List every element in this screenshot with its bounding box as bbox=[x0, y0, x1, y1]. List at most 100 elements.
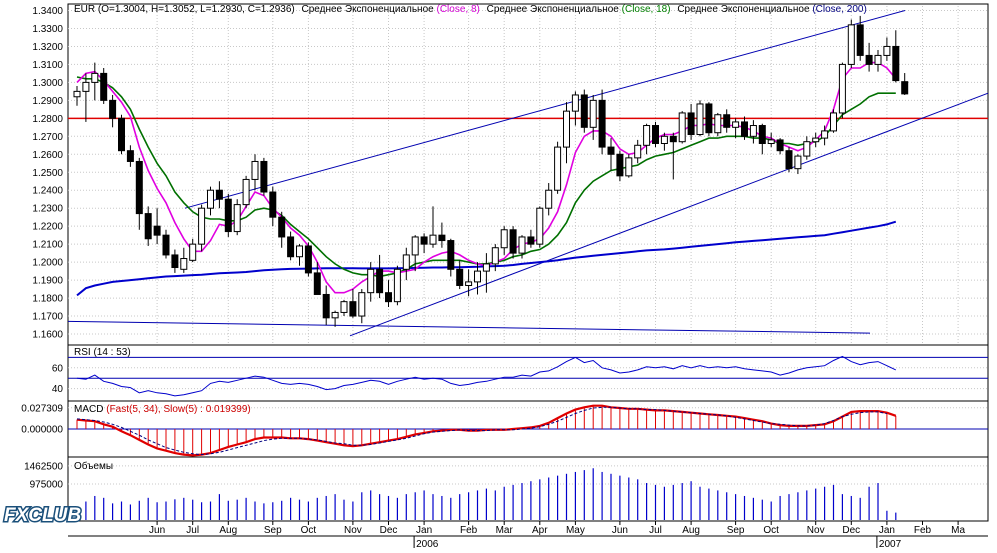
macd-tick-label: 0.027309 bbox=[21, 403, 63, 414]
ema200-label-prefix: Среднее Экспоненциальное bbox=[677, 4, 812, 15]
x-month-label: Feb bbox=[914, 525, 932, 536]
candle-body-up bbox=[536, 207, 544, 245]
candle bbox=[162, 229, 170, 259]
candle-body-up bbox=[358, 292, 366, 317]
candle bbox=[509, 226, 517, 259]
candle-body-up bbox=[696, 103, 704, 136]
candle bbox=[224, 193, 232, 237]
candle bbox=[376, 254, 384, 299]
candle bbox=[678, 111, 686, 144]
candle-body-down bbox=[118, 117, 125, 152]
candle-body-up bbox=[714, 114, 722, 134]
candle bbox=[278, 211, 286, 248]
price-tick-label: 1.2900 bbox=[32, 96, 63, 107]
candle bbox=[242, 175, 250, 209]
candle-body-up bbox=[402, 254, 410, 270]
candle-body-down bbox=[527, 236, 535, 245]
x-month-label: Sep bbox=[264, 525, 282, 536]
ema8-label-param: (Close, 8) bbox=[437, 4, 480, 15]
candle-body-down bbox=[705, 103, 713, 134]
candle-body-down bbox=[723, 114, 731, 128]
price-tick-label: 1.2200 bbox=[32, 222, 63, 233]
candle-body-up bbox=[207, 189, 214, 209]
volume-y-axis: 1462500 975000 bbox=[24, 461, 63, 490]
candlesticks bbox=[73, 15, 909, 327]
candle bbox=[563, 102, 570, 164]
x-year-label: 2006 bbox=[416, 539, 439, 550]
x-month-label: Oct bbox=[763, 525, 779, 536]
candle bbox=[322, 285, 330, 326]
x-month-label: Feb bbox=[460, 525, 478, 536]
candle bbox=[865, 42, 873, 72]
candle bbox=[189, 238, 197, 263]
candle bbox=[287, 231, 295, 261]
candle-body-down bbox=[598, 99, 606, 148]
candle-body-down bbox=[385, 292, 392, 303]
candle-body-down bbox=[313, 272, 321, 295]
candle-body-down bbox=[607, 146, 615, 155]
candle bbox=[474, 262, 481, 295]
candle-body-down bbox=[669, 135, 677, 143]
rsi-grid bbox=[68, 356, 988, 390]
candle bbox=[571, 91, 579, 126]
candle bbox=[198, 204, 206, 252]
candle-body-up bbox=[847, 24, 855, 65]
candle bbox=[883, 37, 891, 61]
candle-body-up bbox=[794, 155, 802, 170]
candle-body-up bbox=[571, 94, 579, 112]
channel-lower-line bbox=[349, 92, 989, 337]
candle bbox=[500, 226, 508, 255]
macd-panel: 0.027309 0.000000 MACD (Fast(5, 34), Slow… bbox=[21, 400, 989, 458]
candle-body-up bbox=[838, 63, 846, 114]
candle-body-down bbox=[224, 198, 232, 233]
candle bbox=[536, 206, 544, 248]
candle-body-down bbox=[456, 268, 464, 286]
candle bbox=[171, 249, 179, 273]
candle-body-up bbox=[73, 90, 81, 98]
candle-body-down bbox=[162, 234, 170, 256]
candle bbox=[465, 269, 473, 297]
candle bbox=[402, 247, 410, 281]
candle-body-down bbox=[135, 160, 143, 215]
old-support-line bbox=[67, 320, 871, 334]
candle bbox=[812, 132, 820, 148]
rsi-tick-label: 60 bbox=[52, 363, 64, 374]
price-panel: 1.3400 1.3300 1.3200 1.3100 1.3000 1.2900 1.28… bbox=[32, 3, 989, 346]
candle bbox=[393, 265, 401, 306]
candle-body-up bbox=[643, 125, 651, 146]
candle-body-up bbox=[296, 245, 303, 258]
candle bbox=[741, 116, 748, 140]
ema8-label-prefix: Среднее Экспоненциальное bbox=[302, 4, 437, 15]
candle bbox=[598, 89, 606, 155]
candle bbox=[830, 109, 837, 133]
ema200-label-param: (Close, 200) bbox=[812, 4, 866, 15]
rsi-title: RSI (14 : 53) bbox=[74, 347, 131, 358]
candle bbox=[847, 19, 855, 69]
volume-panel: 1462500 975000 Объемы bbox=[24, 456, 989, 522]
rsi-panel-frame bbox=[67, 344, 989, 402]
candle bbox=[518, 235, 526, 259]
candle bbox=[304, 242, 312, 277]
candle-body-up bbox=[198, 207, 206, 245]
candle bbox=[367, 262, 375, 302]
candle bbox=[482, 253, 490, 293]
candle-body-up bbox=[812, 137, 820, 143]
price-tick-label: 1.2300 bbox=[32, 204, 63, 215]
candle-body-up bbox=[625, 157, 633, 177]
candle-body-down bbox=[447, 240, 455, 270]
candle bbox=[616, 150, 624, 182]
candle bbox=[429, 206, 437, 248]
x-year-label: 2007 bbox=[879, 539, 902, 550]
candle bbox=[358, 289, 366, 324]
candle-body-up bbox=[732, 121, 740, 128]
x-month-label: May bbox=[566, 525, 585, 536]
candle bbox=[545, 183, 553, 216]
price-tick-label: 1.2800 bbox=[32, 114, 63, 125]
candle bbox=[794, 154, 802, 175]
candle bbox=[126, 145, 134, 167]
rsi-panel: 60 40 RSI (14 : 53) bbox=[52, 344, 989, 402]
candle-body-down bbox=[126, 150, 134, 162]
candle bbox=[625, 154, 633, 178]
candle-body-down bbox=[758, 125, 766, 144]
candle-body-down bbox=[215, 189, 223, 200]
